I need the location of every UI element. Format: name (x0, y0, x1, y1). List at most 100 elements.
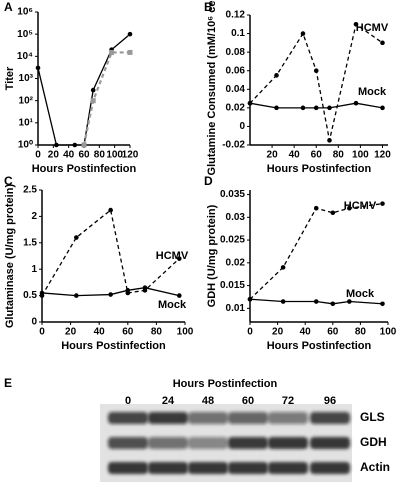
x-tick-label: 0 (39, 327, 45, 338)
data-point (330, 301, 336, 307)
y-tick-label: 0 (31, 317, 37, 328)
x-tick-label: 100 (380, 327, 397, 338)
data-point (300, 105, 306, 111)
data-point (72, 142, 78, 148)
series-label: Mock (346, 288, 375, 300)
data-point (347, 205, 352, 211)
x-tick-label: 60 (78, 150, 90, 161)
y-tick-label: 10⁴ (17, 51, 33, 62)
y-axis-label: GDH (U/mg protein) (206, 204, 218, 307)
x-tick-label: 60 (311, 150, 323, 161)
x-tick-label: 0 (35, 150, 41, 161)
y-tick-label: 10² (19, 95, 34, 106)
series-label: Mock (158, 299, 187, 311)
data-point (90, 87, 96, 93)
band (148, 412, 188, 424)
data-point (125, 288, 131, 293)
series-label: Mock (358, 86, 387, 98)
band (188, 412, 228, 424)
panel-label: D (204, 174, 213, 188)
x-tick-label: 20 (65, 327, 77, 338)
data-point (330, 210, 336, 216)
y-tick-label: 0.06 (226, 65, 246, 76)
series-label: HCMV (156, 250, 189, 262)
x-tick-label: 100 (106, 150, 123, 161)
data-point (380, 40, 385, 46)
y-tick-label: 0.025 (220, 235, 245, 246)
x-tick-label: 80 (151, 327, 163, 338)
band (148, 462, 188, 474)
data-point (176, 256, 182, 261)
x-tick-label: 20 (48, 150, 60, 161)
data-point (35, 65, 41, 71)
data-point (380, 201, 385, 206)
y-tick-label: 0.02 (226, 102, 246, 113)
y-tick-label: 0.02 (226, 257, 246, 268)
data-point (247, 296, 253, 302)
data-point (74, 293, 79, 298)
band (268, 412, 308, 424)
y-tick-label: 0.12 (226, 10, 246, 21)
panel-label: B (204, 0, 213, 14)
data-point (300, 31, 306, 36)
data-point (380, 301, 385, 307)
x-tick-label: 80 (94, 150, 106, 161)
series-line (41, 287, 180, 297)
y-tick-label: 0.015 (220, 280, 245, 291)
data-point (127, 31, 133, 37)
series-line (37, 33, 131, 146)
band (228, 462, 268, 474)
band (310, 462, 350, 474)
y-axis-label: Glutaminase (U/mg protein) (4, 184, 16, 329)
data-point (327, 105, 332, 111)
lane-label: 60 (242, 395, 254, 407)
series-line (249, 203, 383, 300)
lane-label: 0 (125, 395, 131, 407)
lane-label: 24 (162, 395, 175, 407)
panel-label: A (4, 0, 13, 14)
y-tick-label: 0.035 (220, 189, 245, 200)
data-point (142, 285, 148, 290)
y-tick-label: 2 (31, 211, 37, 222)
series-label: HCMV (356, 22, 389, 34)
data-point (274, 105, 279, 111)
data-point (380, 105, 385, 111)
band (268, 437, 308, 449)
data-point (127, 49, 133, 55)
lane-label: 48 (202, 395, 214, 407)
data-point (74, 235, 79, 240)
y-tick-label: 0.08 (226, 47, 246, 58)
x-tick-label: 60 (327, 327, 339, 338)
data-point (90, 98, 96, 104)
data-point (313, 105, 319, 111)
x-tick-label: 0 (247, 327, 253, 338)
x-axis-label: Hours Postinfection (32, 163, 137, 175)
data-point (280, 265, 286, 270)
band (228, 412, 268, 424)
y-tick-label: 10⁵ (17, 29, 33, 40)
data-point (347, 299, 352, 304)
lane-label: 72 (282, 395, 294, 407)
series-label: HCMV (344, 200, 377, 212)
band (108, 412, 148, 424)
x-axis-label: Hours Postinfection (267, 340, 372, 352)
data-point (313, 68, 319, 74)
x-axis-label: Hours Postinfection (267, 163, 372, 175)
y-tick-label: 0.1 (231, 28, 245, 39)
lane-label: 96 (324, 395, 336, 407)
x-tick-label: 20 (272, 327, 284, 338)
x-tick-label: 80 (333, 150, 345, 161)
data-point (109, 49, 115, 55)
data-point (54, 142, 59, 148)
x-tick-label: 100 (352, 150, 369, 161)
x-tick-label: 60 (122, 327, 134, 338)
data-point (176, 293, 182, 298)
band-label: Actin (360, 460, 390, 474)
band (108, 437, 148, 449)
panel-label: E (4, 376, 12, 390)
series-line (249, 298, 383, 305)
data-point (313, 299, 319, 304)
band (148, 437, 188, 449)
band (188, 462, 228, 474)
